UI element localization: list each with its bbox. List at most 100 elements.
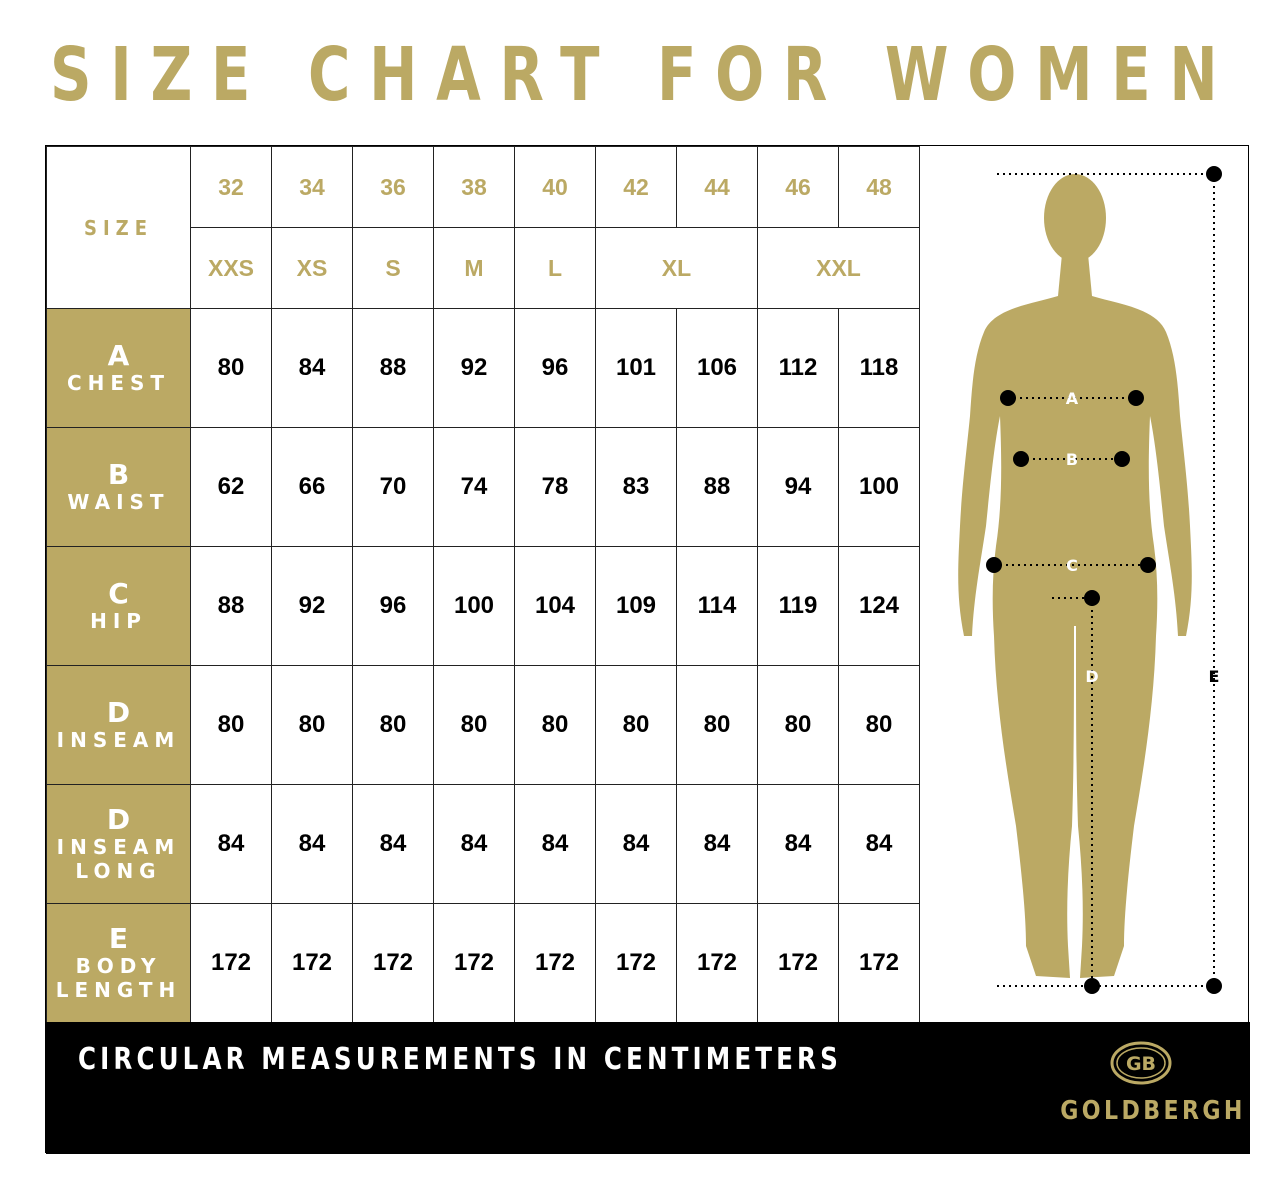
body-silhouette: [958, 174, 1192, 978]
table-row: B WAIST 62 66 70 74 78 83 88 94 100: [46, 427, 920, 547]
size-label: SIZE: [84, 215, 153, 240]
measurement-header: A CHEST: [46, 308, 191, 428]
measurement-value: 100: [838, 427, 920, 547]
measurement-value: 104: [514, 546, 596, 666]
size-letter: L: [514, 227, 596, 309]
measurement-value: 84: [271, 784, 353, 904]
measurement-value: 62: [190, 427, 272, 547]
page-title: SIZE CHART FOR WOMEN: [50, 32, 1237, 118]
table-row: D INSEAM 80 80 80 80 80 80 80 80 80: [46, 665, 920, 785]
measurement-name: INSEAM: [56, 728, 181, 752]
measurement-value: 172: [514, 903, 596, 1023]
measurement-header: C HIP: [46, 546, 191, 666]
measurement-letter: A: [107, 339, 130, 372]
brand-logo-mark: GB: [1110, 1041, 1172, 1085]
size-letter: XL: [595, 227, 758, 309]
measurement-value: 88: [352, 308, 434, 428]
measurement-value: 66: [271, 427, 353, 547]
measurement-name: INSEAM: [56, 835, 181, 859]
measurement-value: 80: [190, 308, 272, 428]
measurement-header: D INSEAM: [46, 665, 191, 785]
measurement-value: 172: [190, 903, 272, 1023]
label-a: A: [1066, 389, 1079, 408]
measurement-value: 70: [352, 427, 434, 547]
measurement-value: 80: [514, 665, 596, 785]
size-number: 46: [757, 146, 839, 228]
measurement-value: 101: [595, 308, 677, 428]
measurement-value: 100: [433, 546, 515, 666]
measurement-value: 80: [271, 665, 353, 785]
brand-name: GOLDBERGH: [1060, 1096, 1246, 1126]
size-number: 44: [676, 146, 758, 228]
measurement-header: B WAIST: [46, 427, 191, 547]
table-row: D INSEAM LONG 84 84 84 84 84 84 84 84 84: [46, 784, 920, 904]
measurement-value: 80: [676, 665, 758, 785]
measurement-value: 112: [757, 308, 839, 428]
footer-note: CIRCULAR MEASUREMENTS IN CENTIMETERS: [78, 1042, 842, 1077]
measurement-header: E BODY LENGTH: [46, 903, 191, 1023]
measurement-value: 114: [676, 546, 758, 666]
measurement-value: 83: [595, 427, 677, 547]
measurement-value: 109: [595, 546, 677, 666]
label-d: D: [1085, 667, 1098, 686]
size-number: 40: [514, 146, 596, 228]
measurement-value: 84: [514, 784, 596, 904]
size-letter: M: [433, 227, 515, 309]
measurement-value: 84: [352, 784, 434, 904]
measurement-value: 80: [190, 665, 272, 785]
measurement-value: 172: [595, 903, 677, 1023]
measurement-name: CHEST: [66, 371, 171, 395]
measurement-value: 84: [838, 784, 920, 904]
size-number: 32: [190, 146, 272, 228]
size-letter: XXS: [190, 227, 272, 309]
measurement-value: 84: [433, 784, 515, 904]
size-letter: XS: [271, 227, 353, 309]
size-table: SIZE 32 34 36 38 40 42 44 46 48 XXS XS S M L XL XXL A CHES…: [46, 146, 920, 1023]
measurement-value: 172: [271, 903, 353, 1023]
measurement-name: WAIST: [67, 490, 170, 514]
table-row: C HIP 88 92 96 100 104 109 114 119 124: [46, 546, 920, 666]
measurement-value: 106: [676, 308, 758, 428]
label-b: B: [1066, 450, 1078, 469]
measurement-value: 118: [838, 308, 920, 428]
size-letter: XXL: [757, 227, 920, 309]
size-chart-frame: SIZE 32 34 36 38 40 42 44 46 48 XXS XS S M L XL XXL A CHES…: [45, 145, 1250, 1154]
measurement-value: 74: [433, 427, 515, 547]
measurement-value: 78: [514, 427, 596, 547]
measurement-letter: E: [108, 922, 129, 955]
measurement-value: 172: [433, 903, 515, 1023]
size-header-cell: SIZE: [46, 146, 191, 309]
measurement-name: LONG: [75, 859, 162, 883]
measurement-value: 84: [676, 784, 758, 904]
measurement-value: 80: [433, 665, 515, 785]
measurement-value: 92: [271, 546, 353, 666]
measurement-value: 96: [352, 546, 434, 666]
measurement-value: 88: [190, 546, 272, 666]
measure-points: [986, 166, 1222, 994]
table-row: A CHEST 80 84 88 92 96 101 106 112 118: [46, 308, 920, 428]
size-number: 36: [352, 146, 434, 228]
measurement-value: 96: [514, 308, 596, 428]
measurement-value: 84: [595, 784, 677, 904]
measurement-value: 80: [757, 665, 839, 785]
measurement-name: HIP: [90, 609, 147, 633]
measurement-header: D INSEAM LONG: [46, 784, 191, 904]
measurement-value: 84: [190, 784, 272, 904]
measurement-value: 80: [838, 665, 920, 785]
measurement-value: 94: [757, 427, 839, 547]
measurement-value: 88: [676, 427, 758, 547]
measurement-value: 172: [757, 903, 839, 1023]
measurement-value: 84: [757, 784, 839, 904]
label-c: C: [1066, 556, 1078, 575]
measurement-value: 172: [352, 903, 434, 1023]
size-letter: S: [352, 227, 434, 309]
measurement-name: LENGTH: [55, 978, 182, 1002]
measurement-value: 172: [838, 903, 920, 1023]
size-number: 34: [271, 146, 353, 228]
measurement-value: 84: [271, 308, 353, 428]
measurement-value: 80: [595, 665, 677, 785]
measurement-value: 172: [676, 903, 758, 1023]
brand-logo-letters: GB: [1126, 1053, 1156, 1075]
table-row: E BODY LENGTH 172 172 172 172 172 172 172 172 172: [46, 903, 920, 1023]
size-number: 38: [433, 146, 515, 228]
